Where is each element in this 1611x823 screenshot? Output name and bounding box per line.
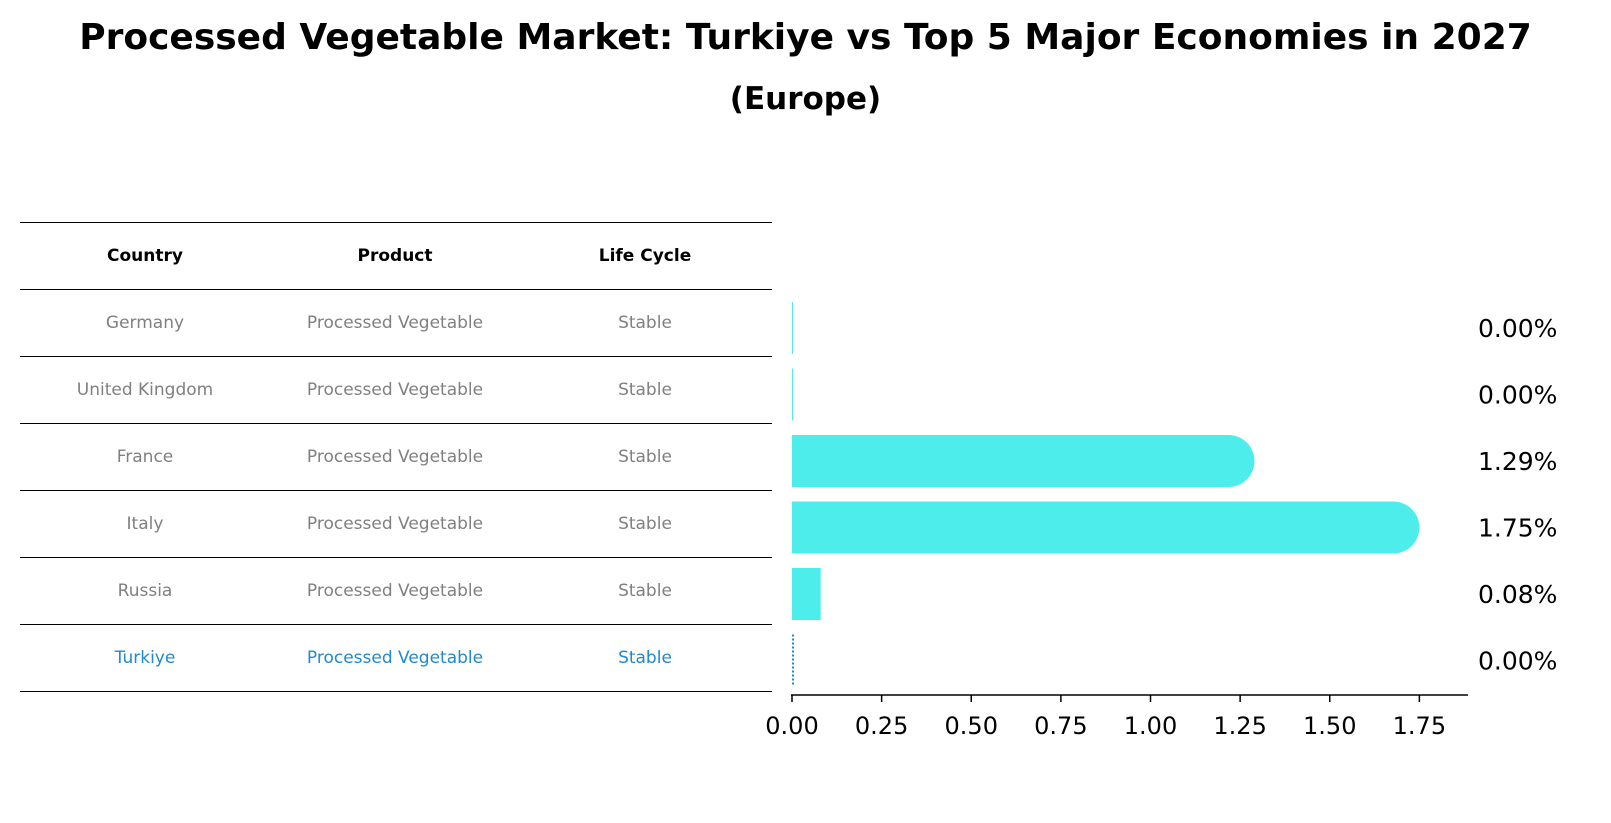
table-row-highlighted: Turkiye Processed Vegetable Stable — [20, 624, 772, 692]
life-cycle-cell: Stable — [618, 581, 672, 601]
country-cell: Germany — [105, 313, 185, 333]
country-cell: France — [116, 447, 174, 467]
x-tick-label: 1.50 — [1303, 712, 1356, 740]
bar — [792, 501, 1420, 554]
bar — [792, 302, 793, 354]
table-row: France Processed Vegetable Stable — [20, 423, 772, 490]
table-header-row: Country Product Life Cycle — [20, 222, 772, 289]
table-row: Russia Processed Vegetable Stable — [20, 557, 772, 624]
table-row: Italy Processed Vegetable Stable — [20, 490, 772, 557]
country-cell: Italy — [126, 514, 164, 534]
bar — [792, 435, 1255, 487]
x-tick-label: 0.00 — [765, 712, 818, 740]
product-cell: Processed Vegetable — [306, 648, 484, 668]
product-cell: Processed Vegetable — [306, 313, 484, 333]
product-cell: Processed Vegetable — [306, 581, 484, 601]
value-label: 0.00% — [1478, 381, 1557, 410]
x-tick-label: 0.75 — [1034, 712, 1087, 740]
life-cycle-cell: Stable — [618, 648, 672, 668]
product-cell: Processed Vegetable — [306, 514, 484, 534]
chart-title: Processed Vegetable Market: Turkiye vs T… — [79, 17, 1532, 58]
value-label: 1.29% — [1478, 447, 1557, 476]
value-label: 1.75% — [1478, 514, 1557, 543]
data-table: Country Product Life Cycle Germany Proce… — [20, 222, 772, 692]
chart-subtitle: (Europe) — [729, 81, 882, 117]
life-cycle-cell: Stable — [618, 380, 672, 400]
table-row: Germany Processed Vegetable Stable — [20, 289, 772, 356]
x-tick-label: 1.75 — [1393, 712, 1446, 740]
x-tick-label: 1.25 — [1213, 712, 1266, 740]
country-cell: Turkiye — [114, 648, 176, 668]
x-tick-label: 0.25 — [855, 712, 908, 740]
life-cycle-cell: Stable — [618, 313, 672, 333]
x-tick-label: 0.50 — [945, 712, 998, 740]
value-label: 0.00% — [1478, 647, 1557, 676]
life-cycle-cell: Stable — [618, 514, 672, 534]
x-tick-label: 1.00 — [1124, 712, 1177, 740]
product-cell: Processed Vegetable — [306, 447, 484, 467]
life-cycle-cell: Stable — [618, 447, 672, 467]
header-country: Country — [107, 246, 183, 266]
bar — [792, 368, 793, 421]
value-label: 0.00% — [1478, 314, 1557, 343]
bar — [792, 568, 821, 620]
header-product: Product — [357, 246, 433, 266]
table-row: United Kingdom Processed Vegetable Stabl… — [20, 356, 772, 423]
header-life-cycle: Life Cycle — [598, 246, 692, 266]
country-cell: Russia — [117, 581, 173, 601]
product-cell: Processed Vegetable — [306, 380, 484, 400]
value-label: 0.08% — [1478, 580, 1557, 609]
country-cell: United Kingdom — [76, 380, 214, 400]
